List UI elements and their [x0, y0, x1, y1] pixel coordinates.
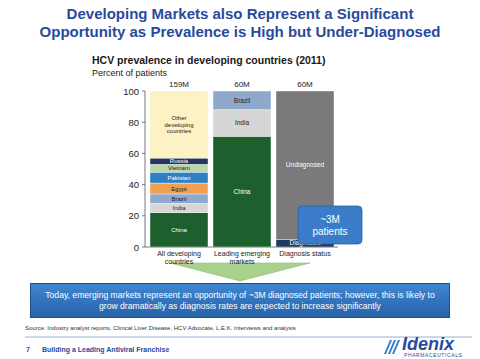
y-tick-label: 40	[128, 179, 139, 190]
segment-label: Pakistan	[167, 175, 190, 181]
message-box: Today, emerging markets represent an opp…	[30, 283, 450, 318]
bar-segment	[150, 172, 208, 183]
y-tick-label: 80	[128, 117, 139, 128]
y-tick-label: 20	[128, 210, 139, 221]
bar-segment	[150, 91, 208, 158]
category-label: Diagnosis status	[279, 250, 331, 258]
logo-mark	[392, 340, 400, 354]
source: Source: Industry analyst reports, Clinic…	[25, 325, 296, 331]
bar-segment	[150, 158, 208, 164]
y-tick-label: 0	[134, 242, 139, 253]
bar-segment	[150, 213, 208, 247]
y-tick	[142, 215, 145, 216]
bar-total: 60M	[234, 80, 250, 89]
page-number: 7	[26, 346, 30, 353]
category-label: All developingcountries	[157, 250, 201, 265]
slide-title: Opportunity as Prevalence is High but Un…	[40, 23, 441, 40]
chart-subtitle: Percent of patients	[92, 68, 168, 78]
category-label: Leading emergingmarkets	[214, 250, 270, 265]
segment-label: Undiagnosed	[286, 161, 325, 169]
y-axis	[145, 91, 146, 247]
bar-segment	[213, 91, 271, 110]
bar-segment	[150, 164, 208, 172]
y-tick-label: 100	[123, 86, 139, 97]
segment-label: Russia	[170, 158, 189, 164]
bar-total: 159M	[169, 80, 189, 89]
y-tick	[142, 91, 145, 92]
segment-label: Otherdevelopingcountries	[164, 115, 193, 135]
bar-segment	[150, 194, 208, 203]
segment-label: China	[171, 227, 187, 233]
chart-title: HCV prevalence in developing countries (…	[92, 54, 325, 66]
y-tick	[142, 247, 145, 248]
y-tick	[142, 184, 145, 185]
segment-label: Egypt	[171, 186, 187, 192]
tagline: Building a Leading Antiviral Franchise	[42, 346, 169, 354]
bar-segment	[213, 110, 271, 137]
bar-segment	[150, 203, 208, 212]
segment-label: China	[234, 188, 251, 195]
segment-label: Brazil	[171, 196, 186, 202]
y-tick	[142, 122, 145, 123]
y-tick-label: 60	[128, 148, 139, 159]
bar-total: 60M	[297, 80, 313, 89]
callout-box	[298, 206, 362, 244]
segment-label: India	[172, 205, 186, 211]
segment-label: Vietnam	[168, 165, 190, 171]
arrow	[170, 263, 310, 281]
annotation: ~3Mpatients	[312, 214, 347, 237]
segment-label: Brazil	[234, 97, 251, 104]
slide-title: Developing Markets also Represent a Sign…	[67, 5, 414, 22]
bar-segment	[213, 136, 271, 247]
y-tick	[142, 153, 145, 154]
logo: Idenix	[402, 334, 455, 354]
bar-segment	[150, 183, 208, 194]
segment-label: India	[235, 119, 249, 126]
logo-subtitle: PHARMACEUTICALS	[404, 352, 463, 358]
